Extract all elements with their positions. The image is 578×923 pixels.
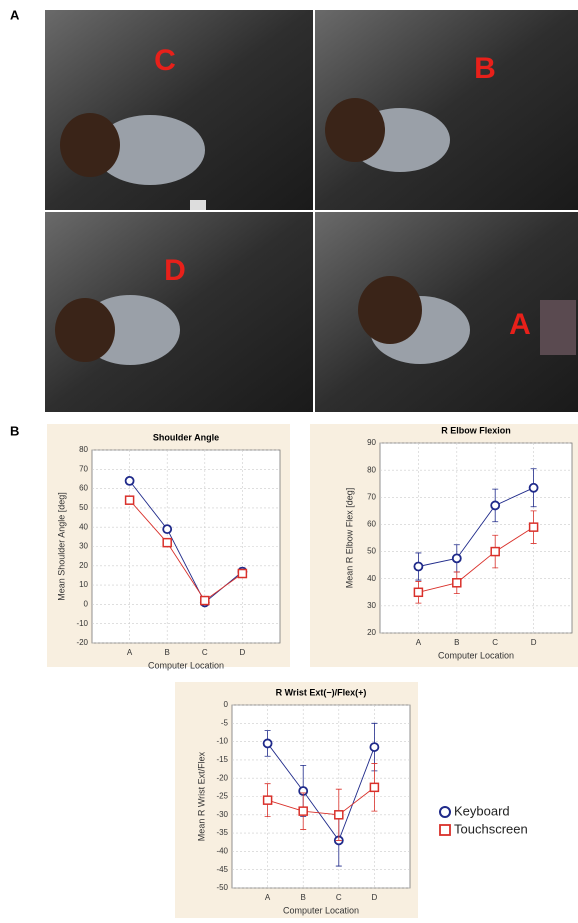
marker [491,548,499,556]
marker [299,807,307,815]
x-tick-label: B [301,893,306,902]
y-tick-label: 10 [79,580,88,589]
marker [491,501,499,509]
y-tick-label: 0 [224,700,229,709]
y-tick-label: -10 [76,619,88,628]
y-tick-label: 20 [79,561,88,570]
marker [414,563,422,571]
x-tick-label: A [127,648,133,657]
marker [163,539,171,547]
marker [264,739,272,747]
panel-label: B [10,423,19,438]
y-tick-label: 30 [367,601,376,610]
y-axis-label: Mean R Elbow Flex [deg] [344,488,354,589]
y-tick-label: -10 [216,737,228,746]
marker [335,811,343,819]
y-tick-label: 40 [79,522,88,531]
y-tick-label: -30 [216,810,228,819]
device [190,200,206,210]
x-tick-label: D [531,638,537,647]
marker [414,588,422,596]
x-tick-label: C [492,638,498,647]
y-tick-label: -20 [76,638,88,647]
marker [530,484,538,492]
marker [126,496,134,504]
y-tick-label: 20 [367,628,376,637]
marker [370,743,378,751]
y-tick-label: -40 [216,847,228,856]
chart-title: Shoulder Angle [153,432,219,442]
x-tick-label: C [336,893,342,902]
marker [201,597,209,605]
legend-label: Keyboard [454,803,510,818]
person [358,276,422,344]
y-axis-label: Mean R Wrist Ext/Flex [196,751,206,841]
x-tick-label: A [416,638,422,647]
x-tick-label: D [372,893,378,902]
x-axis-label: Computer Location [148,660,224,670]
y-tick-label: 50 [79,503,88,512]
marker [453,579,461,587]
legend-marker [440,807,450,817]
x-tick-label: B [454,638,459,647]
y-tick-label: -15 [216,755,228,764]
marker [238,570,246,578]
x-tick-label: D [240,648,246,657]
y-tick-label: -50 [216,883,228,892]
marker [264,796,272,804]
chart-title: R Elbow Flexion [441,425,511,435]
figure: A C B D A B -20 -10 0 10 20 30 40 50 60 70 80 A B C D S… [0,0,578,918]
marker [453,554,461,562]
marker [163,525,171,533]
y-tick-label: 30 [79,542,88,551]
y-tick-label: -45 [216,865,228,874]
legend-label: Touchscreen [454,821,528,836]
marker [530,523,538,531]
photo-label: D [164,254,186,287]
marker [370,783,378,791]
y-tick-label: 0 [84,600,89,609]
marker [126,477,134,485]
x-axis-label: Computer Location [438,650,514,660]
person [325,98,385,162]
y-tick-label: 70 [79,464,88,473]
panel-label: A [10,7,20,22]
laptop [540,300,576,355]
y-tick-label: 80 [79,445,88,454]
chart-title: R Wrist Ext(−)/Flex(+) [276,687,367,697]
photo-label: A [509,308,531,341]
photo-label: C [154,44,176,77]
plot-area [380,443,572,633]
photo-label: B [474,52,496,85]
y-tick-label: 50 [367,547,376,556]
y-tick-label: -5 [221,718,229,727]
photo-grid: C B D A [45,10,578,412]
x-tick-label: C [202,648,208,657]
y-tick-label: 70 [367,492,376,501]
y-tick-label: 60 [79,484,88,493]
x-tick-label: B [165,648,170,657]
y-tick-label: 40 [367,574,376,583]
photo [45,10,313,210]
person [60,113,120,177]
legend-marker [440,825,450,835]
x-tick-label: A [265,893,271,902]
y-tick-label: -35 [216,828,228,837]
y-tick-label: 80 [367,465,376,474]
y-tick-label: -25 [216,792,228,801]
y-tick-label: 60 [367,520,376,529]
y-tick-label: -20 [216,773,228,782]
y-tick-label: 90 [367,438,376,447]
y-axis-label: Mean Shoulder Angle [deg] [56,492,66,601]
person [55,298,115,362]
x-axis-label: Computer Location [283,905,359,915]
